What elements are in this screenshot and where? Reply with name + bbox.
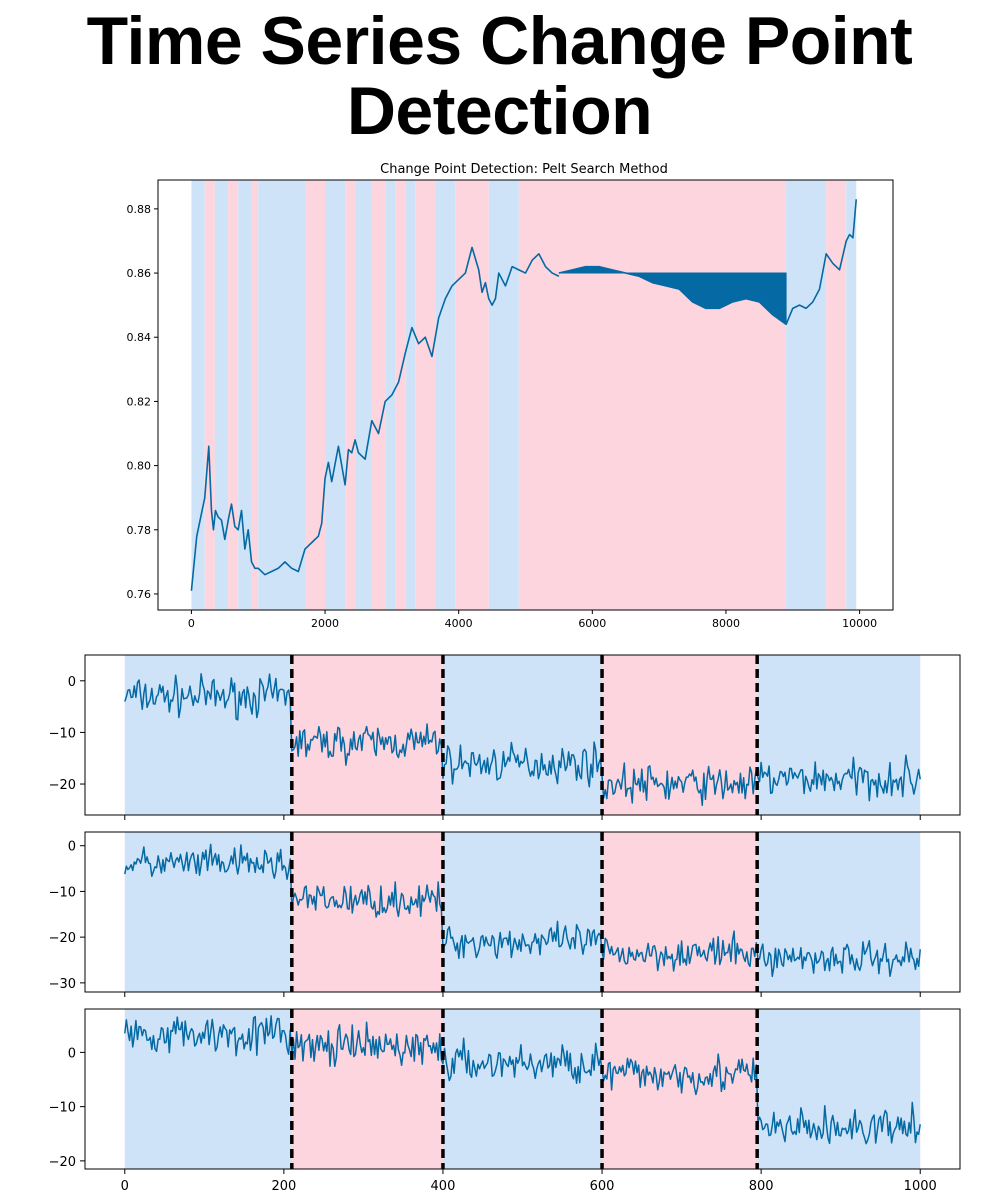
- segment-band: [371, 180, 386, 610]
- pelt-x-axis: 0 2000 4000 6000 8000 10000: [188, 610, 877, 630]
- y-tick-label: 0.86: [127, 267, 152, 280]
- segment-band: [124, 655, 292, 815]
- segment-band: [518, 180, 787, 610]
- segment-band: [258, 180, 305, 610]
- segment-band: [385, 180, 396, 610]
- x-tick-label: 10000: [842, 617, 877, 630]
- y-tick-label: 0: [68, 675, 76, 690]
- panel-frame: [84, 654, 961, 816]
- segment-band: [455, 180, 489, 610]
- y-tick-label: 0: [68, 1046, 76, 1061]
- segment-band: [786, 180, 827, 610]
- x-tick-label: 4000: [445, 617, 473, 630]
- segment-band: [757, 1009, 921, 1169]
- segment-band: [602, 832, 758, 992]
- x-tick-label: 1000: [904, 1179, 937, 1194]
- signal-panel-3: 0 −10 −20 0 200 400 600 800 1000: [49, 1008, 961, 1194]
- x-tick-label: 600: [590, 1179, 615, 1194]
- segment-band: [395, 180, 406, 610]
- segment-band: [191, 180, 205, 610]
- y-tick-label: 0: [68, 840, 76, 855]
- segment-band: [442, 1009, 603, 1169]
- signal-panel-1: 0 −10 −20: [49, 654, 961, 820]
- x-tick-label: 800: [749, 1179, 774, 1194]
- pelt-plot-frame: [157, 179, 894, 611]
- x-tick-label: 400: [431, 1179, 456, 1194]
- pelt-series-lines: [190, 199, 858, 591]
- series-line: [785, 199, 858, 325]
- pelt-chart: Change Point Detection: Pelt Search Meth…: [127, 162, 894, 630]
- x-tick-label: 200: [271, 1179, 296, 1194]
- y-tick-label: 0.78: [127, 524, 152, 537]
- page-title: Time Series Change Point Detection: [86, 3, 913, 149]
- segment-band: [355, 180, 372, 610]
- segment-band: [345, 180, 356, 610]
- segment-band: [251, 180, 259, 610]
- y-tick-label: 0.84: [127, 331, 152, 344]
- signal-line: [124, 843, 921, 978]
- x-tick-label: 2000: [311, 617, 339, 630]
- y-tick-label: −10: [49, 726, 76, 741]
- y-tick-label: 0.80: [127, 460, 152, 473]
- y-tick-label: −30: [49, 977, 76, 992]
- segment-band: [204, 180, 215, 610]
- segment-band: [757, 832, 921, 992]
- series-line: [190, 246, 560, 591]
- y-tick-label: −20: [49, 1155, 76, 1170]
- segment-band: [435, 180, 456, 610]
- signal-panel-2: 0 −10 −20 −30: [49, 831, 961, 997]
- x-tick-label: 8000: [712, 617, 740, 630]
- signal-line: [124, 673, 921, 807]
- segment-band: [305, 180, 326, 610]
- signal-panels: 0 −10 −20 0 −10 −20 −30 0 −10 −20 0 200 400 600 800 1…: [49, 654, 961, 1194]
- segment-band: [325, 180, 346, 610]
- pelt-segment-bands: [191, 180, 857, 610]
- segment-band: [238, 180, 252, 610]
- segment-band: [442, 832, 603, 992]
- segment-band: [488, 180, 519, 610]
- y-tick-label: 0.76: [127, 588, 152, 601]
- segment-band: [228, 180, 239, 610]
- segment-band: [214, 180, 229, 610]
- series-line: [558, 265, 787, 326]
- x-tick-label: 0: [188, 617, 195, 630]
- y-tick-label: −20: [49, 931, 76, 946]
- segment-band: [405, 180, 416, 610]
- y-tick-label: −20: [49, 778, 76, 793]
- y-tick-label: −10: [49, 885, 76, 900]
- y-tick-label: 0.88: [127, 203, 152, 216]
- panel-frame: [84, 1008, 961, 1170]
- segment-band: [826, 180, 847, 610]
- y-tick-label: 0.82: [127, 395, 152, 408]
- y-tick-label: −10: [49, 1101, 76, 1116]
- panel-frame: [84, 831, 961, 993]
- x-tick-label: 0: [121, 1179, 129, 1194]
- x-tick-label: 6000: [578, 617, 606, 630]
- segment-band: [602, 1009, 758, 1169]
- segment-band: [442, 655, 603, 815]
- signal-line: [124, 1015, 921, 1145]
- segment-band: [846, 180, 857, 610]
- segment-band: [415, 180, 436, 610]
- segment-band: [757, 655, 921, 815]
- pelt-y-axis: 0.76 0.78 0.80 0.82 0.84 0.86 0.88: [127, 203, 158, 601]
- pelt-chart-title: Change Point Detection: Pelt Search Meth…: [380, 162, 668, 177]
- segment-band: [291, 832, 443, 992]
